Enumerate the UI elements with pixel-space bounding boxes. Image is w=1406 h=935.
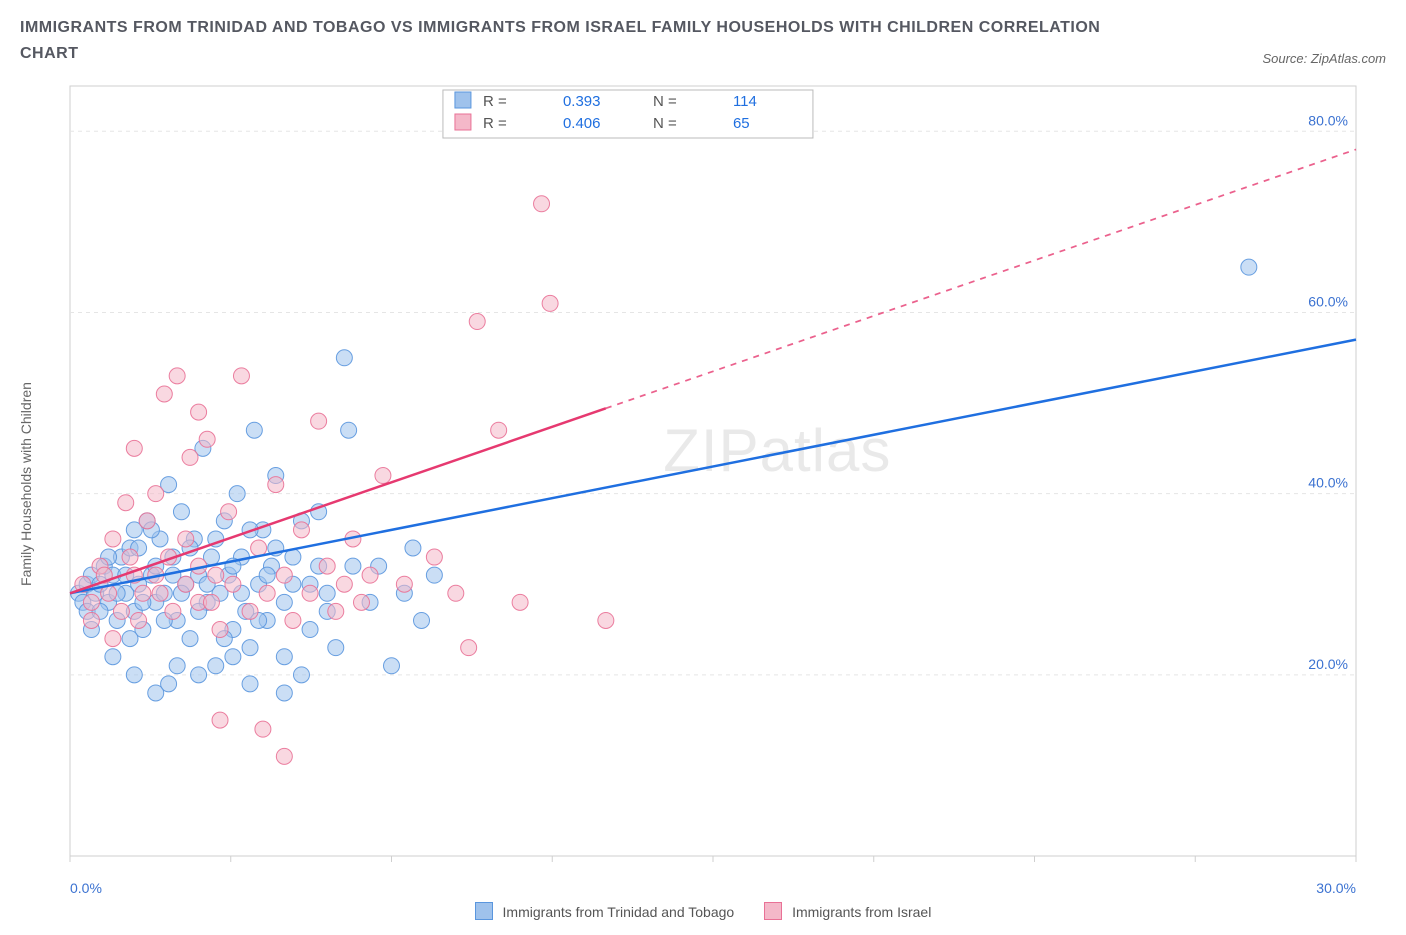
legend-swatch-trinidad [475, 902, 493, 920]
svg-text:20.0%: 20.0% [1308, 656, 1348, 672]
scatter-chart: 20.0% 40.0% 60.0% 80.0% ZIPatlas R = 0.393 N = 1… [20, 76, 1386, 876]
svg-text:0.406: 0.406 [563, 115, 601, 132]
svg-text:ZIPatlas: ZIPatlas [663, 417, 891, 484]
legend-swatch-israel [764, 902, 782, 920]
svg-text:R =: R = [483, 115, 507, 132]
svg-text:114: 114 [733, 93, 757, 110]
legend-item-israel: Immigrants from Israel [764, 902, 931, 920]
x-axis-max-label: 30.0% [1316, 880, 1356, 896]
svg-text:0.393: 0.393 [563, 93, 601, 110]
svg-text:N =: N = [653, 115, 677, 132]
x-axis-min-label: 0.0% [70, 880, 102, 896]
legend-label-israel: Immigrants from Israel [792, 904, 931, 920]
y-axis-label: Family Households with Children [18, 382, 34, 586]
svg-text:65: 65 [733, 115, 750, 132]
source-label: Source: ZipAtlas.com [1262, 51, 1386, 66]
chart-title: IMMIGRANTS FROM TRINIDAD AND TOBAGO VS I… [20, 15, 1120, 66]
svg-text:R =: R = [483, 93, 507, 110]
svg-text:40.0%: 40.0% [1308, 475, 1348, 491]
svg-text:N =: N = [653, 93, 677, 110]
svg-text:60.0%: 60.0% [1308, 294, 1348, 310]
svg-text:80.0%: 80.0% [1308, 112, 1348, 128]
legend-bottom: Immigrants from Trinidad and Tobago Immi… [20, 902, 1386, 920]
legend-label-trinidad: Immigrants from Trinidad and Tobago [503, 904, 735, 920]
legend-item-trinidad: Immigrants from Trinidad and Tobago [475, 902, 735, 920]
